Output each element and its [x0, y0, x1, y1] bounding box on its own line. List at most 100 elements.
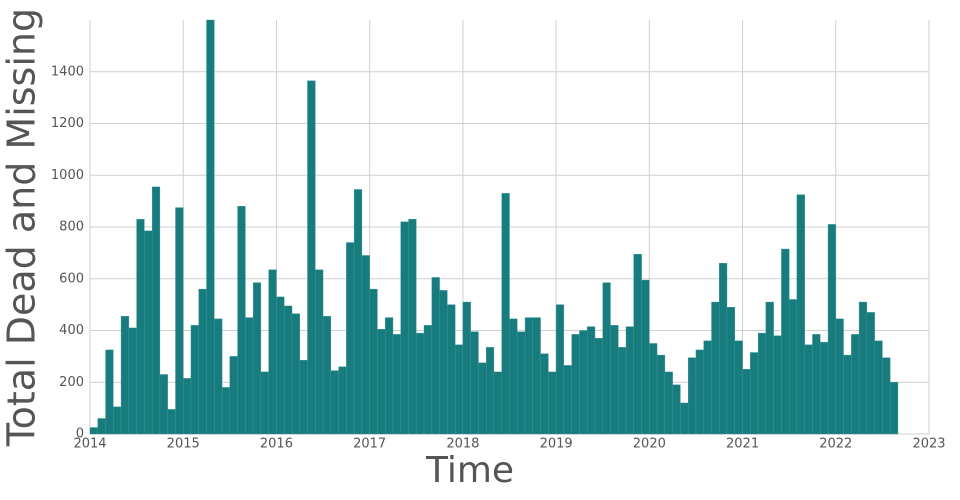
bar [757, 332, 767, 435]
bar [672, 384, 681, 435]
bar [283, 305, 293, 435]
bar [276, 296, 285, 435]
bar [586, 326, 596, 435]
bar [851, 334, 860, 435]
bar [369, 288, 378, 435]
x-tick-label: 2017 [353, 437, 386, 452]
x-tick-label: 2022 [819, 437, 852, 452]
bar [695, 349, 704, 435]
bar [517, 331, 526, 435]
bar [183, 378, 192, 435]
bar [447, 304, 456, 435]
bar [874, 340, 883, 435]
bar [524, 317, 534, 435]
bar [377, 329, 386, 435]
bar [563, 365, 572, 435]
bar [742, 369, 751, 435]
bar [408, 219, 417, 435]
y-tick-label: 200 [59, 375, 84, 390]
bar [338, 366, 347, 435]
bar [540, 353, 549, 435]
bar [866, 312, 875, 435]
x-tick-label: 2016 [260, 437, 293, 452]
bar [858, 301, 868, 435]
bar [711, 301, 720, 435]
bar [307, 80, 316, 435]
bar [237, 206, 246, 435]
bar [594, 338, 603, 435]
bar [120, 316, 130, 435]
x-tick-label: 2019 [540, 437, 573, 452]
bar [167, 409, 176, 435]
bar [245, 317, 254, 435]
bar [641, 279, 650, 435]
bar [664, 371, 673, 435]
x-tick-label: 2020 [633, 437, 666, 452]
bar [579, 330, 588, 435]
bar [781, 248, 790, 435]
bar [423, 325, 433, 435]
bar [618, 347, 627, 435]
bar [703, 340, 712, 435]
bar [97, 418, 106, 435]
y-tick-label: 1200 [51, 116, 84, 131]
bar [820, 341, 829, 435]
bar [827, 224, 836, 435]
bar [322, 316, 331, 435]
x-tick-label: 2015 [167, 437, 200, 452]
bar [889, 382, 899, 435]
bar [291, 313, 300, 435]
bar [470, 331, 479, 435]
bar [812, 334, 821, 435]
bar [454, 344, 464, 435]
bar [400, 221, 409, 435]
bar [750, 352, 759, 435]
bar [625, 326, 634, 435]
bar [633, 253, 642, 435]
bar [439, 290, 448, 435]
bar [882, 357, 891, 435]
y-tick-label: 0 [76, 427, 84, 442]
bar [260, 371, 269, 435]
x-tick-label: 2023 [912, 437, 945, 452]
bar [602, 282, 611, 435]
bar [719, 263, 728, 435]
bar [835, 318, 844, 435]
bar [571, 334, 580, 435]
bar [113, 406, 122, 435]
bar [346, 242, 355, 435]
y-tick-label: 400 [59, 323, 84, 338]
bar [206, 19, 215, 435]
bar [89, 427, 98, 435]
bar [804, 344, 813, 435]
bar [734, 340, 743, 435]
bar [144, 230, 153, 435]
bar [229, 356, 238, 435]
bar [726, 307, 736, 435]
bar [680, 402, 689, 435]
x-tick-label: 2014 [73, 437, 106, 452]
bar [478, 362, 487, 435]
y-tick-label: 1400 [51, 64, 84, 79]
bar [385, 317, 394, 435]
bar [788, 299, 798, 435]
bar [555, 304, 565, 435]
bar [610, 325, 619, 435]
bar [128, 327, 137, 435]
bar [649, 343, 658, 435]
bar [353, 189, 363, 435]
bar [198, 288, 207, 435]
bar [105, 349, 114, 435]
y-tick-label: 800 [59, 220, 84, 235]
bar [159, 374, 168, 435]
y-axis-label: Total Dead and Missing [0, 8, 44, 447]
bar [656, 354, 666, 435]
bar [392, 334, 401, 435]
bar [462, 301, 471, 435]
x-tick-label: 2018 [446, 437, 479, 452]
bar [532, 317, 541, 435]
bar [214, 318, 223, 435]
bar [175, 207, 184, 435]
bar [416, 332, 425, 435]
